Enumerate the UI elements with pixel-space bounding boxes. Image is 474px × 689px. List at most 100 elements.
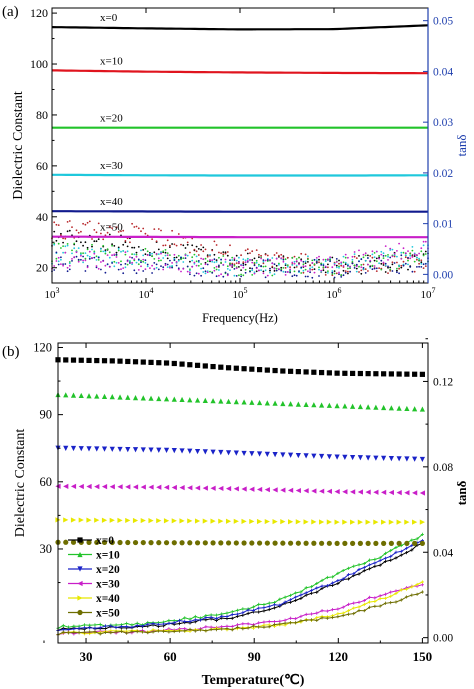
tan-delta-point [342,274,345,277]
tan-delta-point [380,253,383,256]
dielectric-marker [264,487,270,493]
tan-delta-point [55,260,58,262]
tan-delta-point [86,248,89,251]
tan-delta-point [338,271,340,274]
tan-delta-marker [103,624,108,628]
dielectric-marker [117,394,123,400]
tan-delta-point [135,225,138,228]
tan-delta-marker [283,621,287,625]
x-tick-label: 106 [327,286,342,301]
tan-delta-point [300,272,303,274]
tan-delta-point [344,271,347,274]
tan-delta-marker [82,626,87,630]
tan-delta-point [282,267,285,269]
dielectric-marker [287,401,294,407]
tan-delta-point [77,247,80,250]
tan-delta-point [367,254,369,257]
tan-delta-series-x=50 [56,590,424,637]
tan-delta-point [71,249,73,252]
tan-delta-point [311,259,314,262]
tan-delta-marker [220,627,224,631]
tan-delta-point [335,258,338,260]
x-tick-base: 10 [45,289,57,301]
tan-delta-point [284,258,287,261]
tan-delta-point [360,269,363,272]
tan-delta-marker [394,545,398,550]
tan-delta-marker [320,609,324,613]
tan-delta-point [371,264,374,267]
tan-delta-point [173,253,176,256]
tan-delta-point [137,263,140,266]
tan-delta-point [162,257,165,259]
tan-delta-point [351,255,354,258]
dielectric-marker [117,517,123,523]
tan-delta-point [418,257,420,260]
x-tick-exponent: 6 [338,286,342,295]
tan-delta-point [302,260,305,263]
tan-delta-marker [72,627,76,631]
tan-delta-point [393,262,396,264]
dielectric-marker [241,450,247,457]
y-tick-label: 60 [40,475,53,489]
tan-delta-point [380,250,383,253]
tan-delta-point [218,266,220,268]
tan-delta-point [215,244,218,246]
tan-delta-point [60,234,62,237]
tan-delta-point [420,261,423,264]
tan-delta-point [120,230,122,233]
tan-delta-point [375,257,378,260]
tan-delta-point [71,258,73,260]
tan-delta-series-x=20 [56,538,424,632]
tan-delta-marker [309,612,314,616]
dielectric-marker [94,539,100,546]
tan-delta-point [329,256,331,259]
dielectric-marker [101,484,108,490]
tan-delta-point [266,274,269,277]
dielectric-marker [350,519,356,525]
tan-delta-marker [367,558,372,562]
dielectric-marker [412,406,418,412]
dielectric-marker [218,518,224,524]
dielectric-marker [101,446,108,452]
tan-delta-point [260,257,262,260]
y-tick-label: 60 [36,159,48,173]
tan-delta-marker [235,608,240,612]
dielectric-marker [241,399,247,405]
tan-delta-point [131,263,134,266]
dielectric-marker [101,539,108,546]
y-tick-label: 40 [36,210,48,224]
y-axis-title-b: Dielectric Constant [13,429,28,538]
tan-delta-point [295,260,298,262]
tan-delta-point [251,274,254,276]
tan-delta-point [142,254,145,257]
tan-delta-point [400,254,403,257]
tan-delta-marker [257,610,261,614]
tan-delta-point [104,271,107,274]
dielectric-marker [125,447,131,453]
tan-delta-point [126,250,129,253]
dielectric-marker [125,484,131,490]
tan-delta-point [298,256,300,259]
dielectric-marker [233,365,239,371]
tan-delta-point [215,268,218,271]
tan-delta-point [307,258,309,261]
tan-delta-point [193,248,196,251]
dielectric-marker [342,403,348,409]
tan-delta-point [111,244,113,247]
tan-delta-point [111,262,113,264]
tan-delta-point [362,256,365,259]
tan-delta-point [369,259,372,262]
tan-delta-marker [193,614,197,619]
dielectric-marker [163,540,170,546]
dielectric-marker [94,517,100,523]
tan-delta-marker [135,630,139,634]
dielectric-marker [117,484,123,490]
tan-delta-point [224,252,227,255]
tan-delta-point [84,252,87,255]
dielectric-marker [404,519,410,525]
dielectric-marker [86,517,92,523]
tan-delta-point [115,226,118,229]
tan-delta-point [122,267,125,269]
dielectric-marker [419,456,425,463]
